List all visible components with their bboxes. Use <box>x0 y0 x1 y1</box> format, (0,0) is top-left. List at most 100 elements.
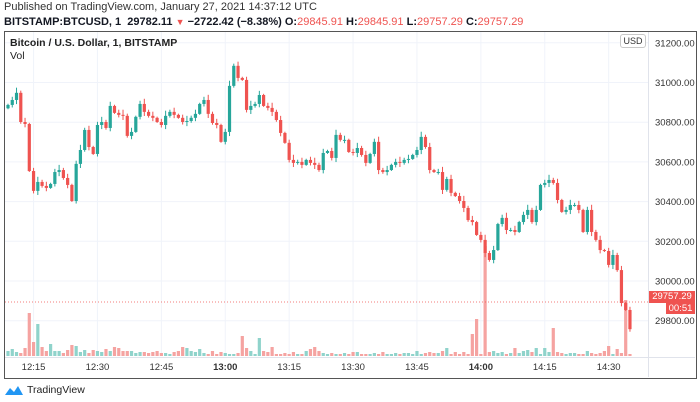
symbol: BITSTAMP:BTCUSD, 1 <box>4 16 122 28</box>
volume-bar <box>500 352 504 356</box>
candle-body <box>227 85 232 132</box>
volume-bar <box>406 353 411 356</box>
volume-bar <box>598 353 602 356</box>
candle-body <box>138 103 142 117</box>
candle-body <box>240 77 244 80</box>
tradingview-logo[interactable]: TradingView <box>4 384 85 396</box>
volume-bar <box>334 354 338 356</box>
candle-body <box>436 172 440 174</box>
candle-body <box>121 114 125 116</box>
candle-body <box>381 170 385 173</box>
price-tick-label: 31000.00 <box>655 78 695 89</box>
volume-bar <box>475 319 479 356</box>
candle-body <box>159 122 163 125</box>
low-value: 29757.29 <box>416 16 463 28</box>
candle-body <box>415 149 419 155</box>
volume-bar <box>291 352 296 356</box>
volume-bar <box>300 354 304 356</box>
down-arrow-icon: ▼ <box>175 17 185 27</box>
candle-body <box>66 177 70 185</box>
price-tick-label: 30800.00 <box>655 118 695 129</box>
candle-body <box>568 204 572 210</box>
volume-bar <box>10 349 14 356</box>
time-tick-label: 12:45 <box>149 362 173 373</box>
candle-body <box>347 139 351 152</box>
candle-body <box>296 161 300 163</box>
chart-frame <box>4 31 697 379</box>
candle-body <box>74 163 78 202</box>
volume-bar <box>347 354 351 356</box>
volume-bar <box>555 352 560 356</box>
volume-bar <box>615 349 619 356</box>
volume-bar <box>551 328 555 356</box>
candle-body <box>453 192 457 197</box>
candle-body <box>27 123 31 172</box>
volume-bar <box>44 351 48 356</box>
candle-body <box>330 150 334 158</box>
price-tick-label: 30600.00 <box>655 157 695 168</box>
volume-bar <box>547 352 551 356</box>
candle-body <box>202 99 206 104</box>
brand-name: TradingView <box>27 384 85 396</box>
volume-bar <box>14 352 19 356</box>
candle-body <box>504 217 509 230</box>
time-tick-label: 14:15 <box>533 362 557 373</box>
volume-bar <box>398 354 402 356</box>
candle-body <box>445 178 449 190</box>
published-line: Published on TradingView.com, January 27… <box>4 1 317 13</box>
volume-bar <box>287 354 291 356</box>
candle-body <box>338 134 342 140</box>
candle-body <box>164 115 168 125</box>
volume-bar <box>206 354 210 356</box>
candle-body <box>70 184 74 202</box>
volume-bar <box>492 351 496 356</box>
candle-body <box>104 122 108 128</box>
candle-body <box>470 220 474 223</box>
candle-body <box>611 254 615 265</box>
candle-body <box>368 153 372 163</box>
candle-body <box>36 181 40 191</box>
candle-body <box>291 159 296 163</box>
volume-bar <box>368 354 372 356</box>
time-tick-label: 14:30 <box>597 362 621 373</box>
volume-bar <box>57 351 61 356</box>
candle-body <box>385 170 389 173</box>
candle-body <box>359 148 364 155</box>
volume-bar <box>394 353 398 356</box>
volume-bar <box>262 351 266 356</box>
candle-body <box>279 120 283 133</box>
volume-bar <box>377 354 381 356</box>
volume-bar <box>236 353 240 356</box>
candle-body <box>411 154 415 159</box>
volume-bar <box>146 353 151 356</box>
volume-legend: Vol <box>10 50 25 62</box>
candle-body <box>572 204 577 206</box>
candle-body <box>432 170 436 173</box>
volume-bar <box>534 348 538 356</box>
candle-body <box>598 239 602 251</box>
volume-bar <box>53 351 57 356</box>
price-tick-label: 29800.00 <box>655 316 695 327</box>
candle-body <box>236 65 240 78</box>
candle-body <box>262 95 266 106</box>
candle-body <box>398 161 402 163</box>
volume-bar <box>70 345 74 356</box>
candle-body <box>521 214 526 223</box>
time-tick-label: 12:15 <box>22 362 46 373</box>
candle-body <box>581 209 585 232</box>
volume-bar <box>83 350 87 356</box>
volume-bar <box>440 351 445 356</box>
volume-bar <box>487 352 491 356</box>
volume-bar <box>351 352 355 356</box>
candle-body <box>594 231 598 240</box>
volume-bar <box>372 353 376 356</box>
candle-body <box>40 181 44 186</box>
candle-body <box>223 131 227 142</box>
volume-bar <box>172 352 176 356</box>
volume-bar <box>543 348 547 356</box>
currency-button[interactable]: USD <box>620 34 646 48</box>
volume-bar <box>479 354 483 356</box>
volume-bar <box>279 354 283 356</box>
volume-bar <box>74 346 78 356</box>
